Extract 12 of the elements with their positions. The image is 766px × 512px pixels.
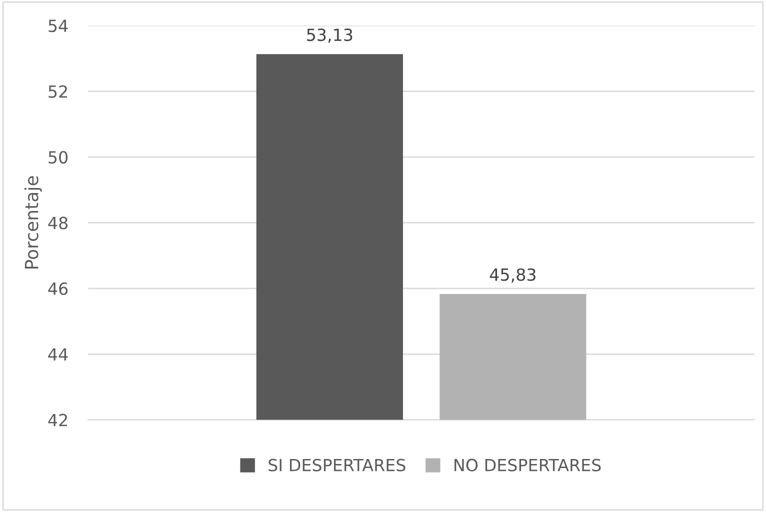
data-label: 45,83 bbox=[490, 268, 536, 283]
legend-label: NO DESPERTARES bbox=[454, 458, 601, 472]
data-label: 53,13 bbox=[307, 28, 352, 43]
y-axis-title: Porcentaje bbox=[24, 176, 42, 268]
y-tick-label: 48 bbox=[48, 216, 68, 230]
y-tick-label: 46 bbox=[48, 282, 68, 295]
y-tick-label: 50 bbox=[48, 150, 68, 164]
y-tick-label: 42 bbox=[48, 414, 67, 426]
legend-label: SI DESPERTARES bbox=[268, 458, 406, 472]
y-tick-label: 52 bbox=[48, 85, 67, 98]
y-tick-label: 54 bbox=[48, 20, 68, 32]
y-tick-label: 44 bbox=[48, 348, 68, 360]
